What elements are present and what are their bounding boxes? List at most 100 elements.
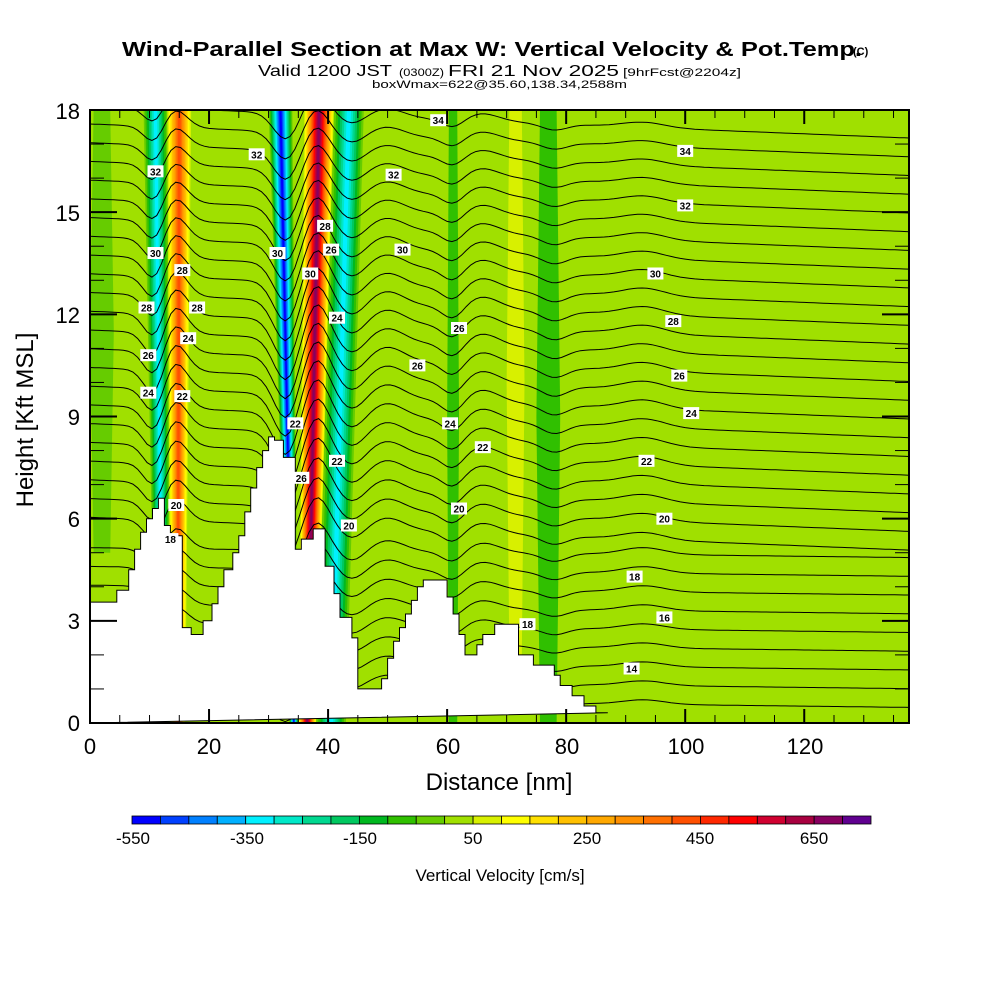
contour-label-text: 28 (141, 304, 153, 315)
contour-label-text: 20 (343, 522, 355, 533)
colorbar-swatch (586, 815, 616, 825)
colorbar-swatch (273, 815, 303, 825)
contour-label-text: 26 (296, 474, 308, 485)
contour-label-background (677, 144, 694, 157)
contour-label-background (323, 243, 340, 256)
velocity-patch (822, 382, 840, 723)
contour-label-background (430, 114, 447, 127)
contour-label-text: 26 (453, 324, 465, 335)
x-tick-label: 120 (787, 734, 824, 759)
x-tick-label: 40 (316, 734, 340, 759)
colorbar-swatch (302, 815, 332, 825)
colorbar-swatch (472, 815, 502, 825)
contour-label-background (168, 499, 185, 511)
colorbar-tick-label: -350 (230, 829, 264, 848)
theta-contour-line (90, 232, 909, 302)
valid-utc: (0300Z) (399, 67, 444, 79)
contour-label-background (329, 454, 345, 467)
contour-label-background (671, 369, 688, 382)
contour-label-text: 30 (650, 270, 662, 281)
contour-label: 28 (174, 264, 191, 277)
contour-label: 30 (269, 247, 286, 260)
x-tick-label: 0 (84, 734, 96, 759)
contour-label-background (138, 301, 155, 314)
contour-label-text: 22 (641, 457, 653, 468)
contour-label-background (394, 243, 411, 256)
contour-label-text: 30 (272, 249, 284, 260)
theta-contour-line (90, 457, 909, 527)
y-tick-label: 3 (68, 609, 80, 634)
colorbar-swatch (358, 815, 389, 825)
contour-label-background (147, 165, 164, 178)
contour-label-background (519, 618, 536, 631)
contour-label-background (140, 349, 157, 362)
contour-label-background (180, 332, 197, 345)
contour-label: 30 (394, 243, 411, 257)
contour-label-text: 32 (150, 167, 162, 178)
theta-contour-line (90, 197, 909, 262)
theta-contour-line (90, 542, 909, 602)
colorbar-swatch (216, 815, 247, 825)
contour-label-background (656, 611, 673, 624)
contour-label: 30 (302, 267, 319, 281)
contour-label: 16 (656, 611, 673, 624)
contour-label-background (162, 533, 179, 546)
contour-label: 14 (623, 662, 640, 676)
contour-label-text: 24 (331, 314, 343, 325)
contour-label-text: 28 (192, 304, 204, 315)
colorbar-tick-label: 450 (686, 829, 714, 848)
contour-label-text: 34 (433, 116, 445, 127)
theta-contour-line (90, 214, 909, 282)
theta-contour-line (90, 162, 909, 221)
contour-label-background (340, 519, 357, 532)
contour-label: 22 (638, 454, 655, 468)
contour-label-background (451, 322, 467, 334)
contour-label-background (248, 148, 265, 161)
velocity-patch (447, 110, 460, 723)
contour-labels: 32 32 34 32 34 32 30 28 30 28 26 30 30 30 28 28 24 24 26 28… (138, 114, 700, 676)
contour-label-text: 18 (629, 573, 641, 584)
contour-label-text: 18 (522, 620, 534, 631)
y-tick-label: 0 (68, 711, 80, 736)
contour-label: 18 (626, 570, 643, 584)
velocity-patch (566, 110, 585, 723)
contour-label-background (451, 502, 467, 515)
contour-label: 26 (293, 471, 310, 485)
contour-label-text: 24 (445, 419, 457, 430)
theta-contour-line (90, 477, 909, 544)
colorbar-swatch (557, 815, 588, 825)
chart-title: Wind-Parallel Section at Max W: Vertical… (122, 39, 862, 61)
colorbar-tick-label: 50 (464, 829, 483, 848)
y-axis: 0 3 6 9 12 15 18 Height [Kft MSL] (12, 99, 80, 736)
valid-date: FRI 21 Nov 2025 (448, 63, 619, 80)
contour-label-text: 28 (177, 266, 189, 277)
colorbar-swatch (643, 815, 673, 825)
colorbar-swatch (387, 815, 417, 825)
colorbar-tick-label: -550 (116, 829, 150, 848)
contour-label: 24 (329, 311, 345, 325)
contour-label: 22 (474, 441, 491, 454)
contour-label-background (147, 247, 164, 259)
colorbar-swatch (415, 815, 446, 825)
colorbar-swatch (529, 815, 559, 825)
contour-label-text: 30 (397, 246, 409, 257)
contour-label-background (656, 512, 673, 525)
contour-label-background (174, 264, 191, 277)
x-tick-label: 60 (436, 734, 460, 759)
contour-label-text: 34 (680, 147, 692, 158)
colorbar-swatch (756, 815, 787, 825)
colorbar-swatch (131, 815, 161, 825)
y-tick-label: 15 (56, 201, 80, 226)
contour-label: 24 (140, 386, 157, 400)
contour-label-background (174, 390, 191, 403)
theta-contour-line (90, 497, 909, 561)
contour-label: 26 (671, 369, 688, 383)
y-tick-label: 12 (56, 303, 80, 328)
contour-label: 18 (519, 618, 536, 631)
x-tick-label: 20 (197, 734, 221, 759)
theta-contour-line (90, 437, 909, 509)
colorbar-labels: -550 -350 -150 50 250 450 650 Vertical V… (116, 829, 828, 885)
colorbar-swatch (444, 815, 474, 825)
contour-label: 28 (317, 219, 334, 233)
